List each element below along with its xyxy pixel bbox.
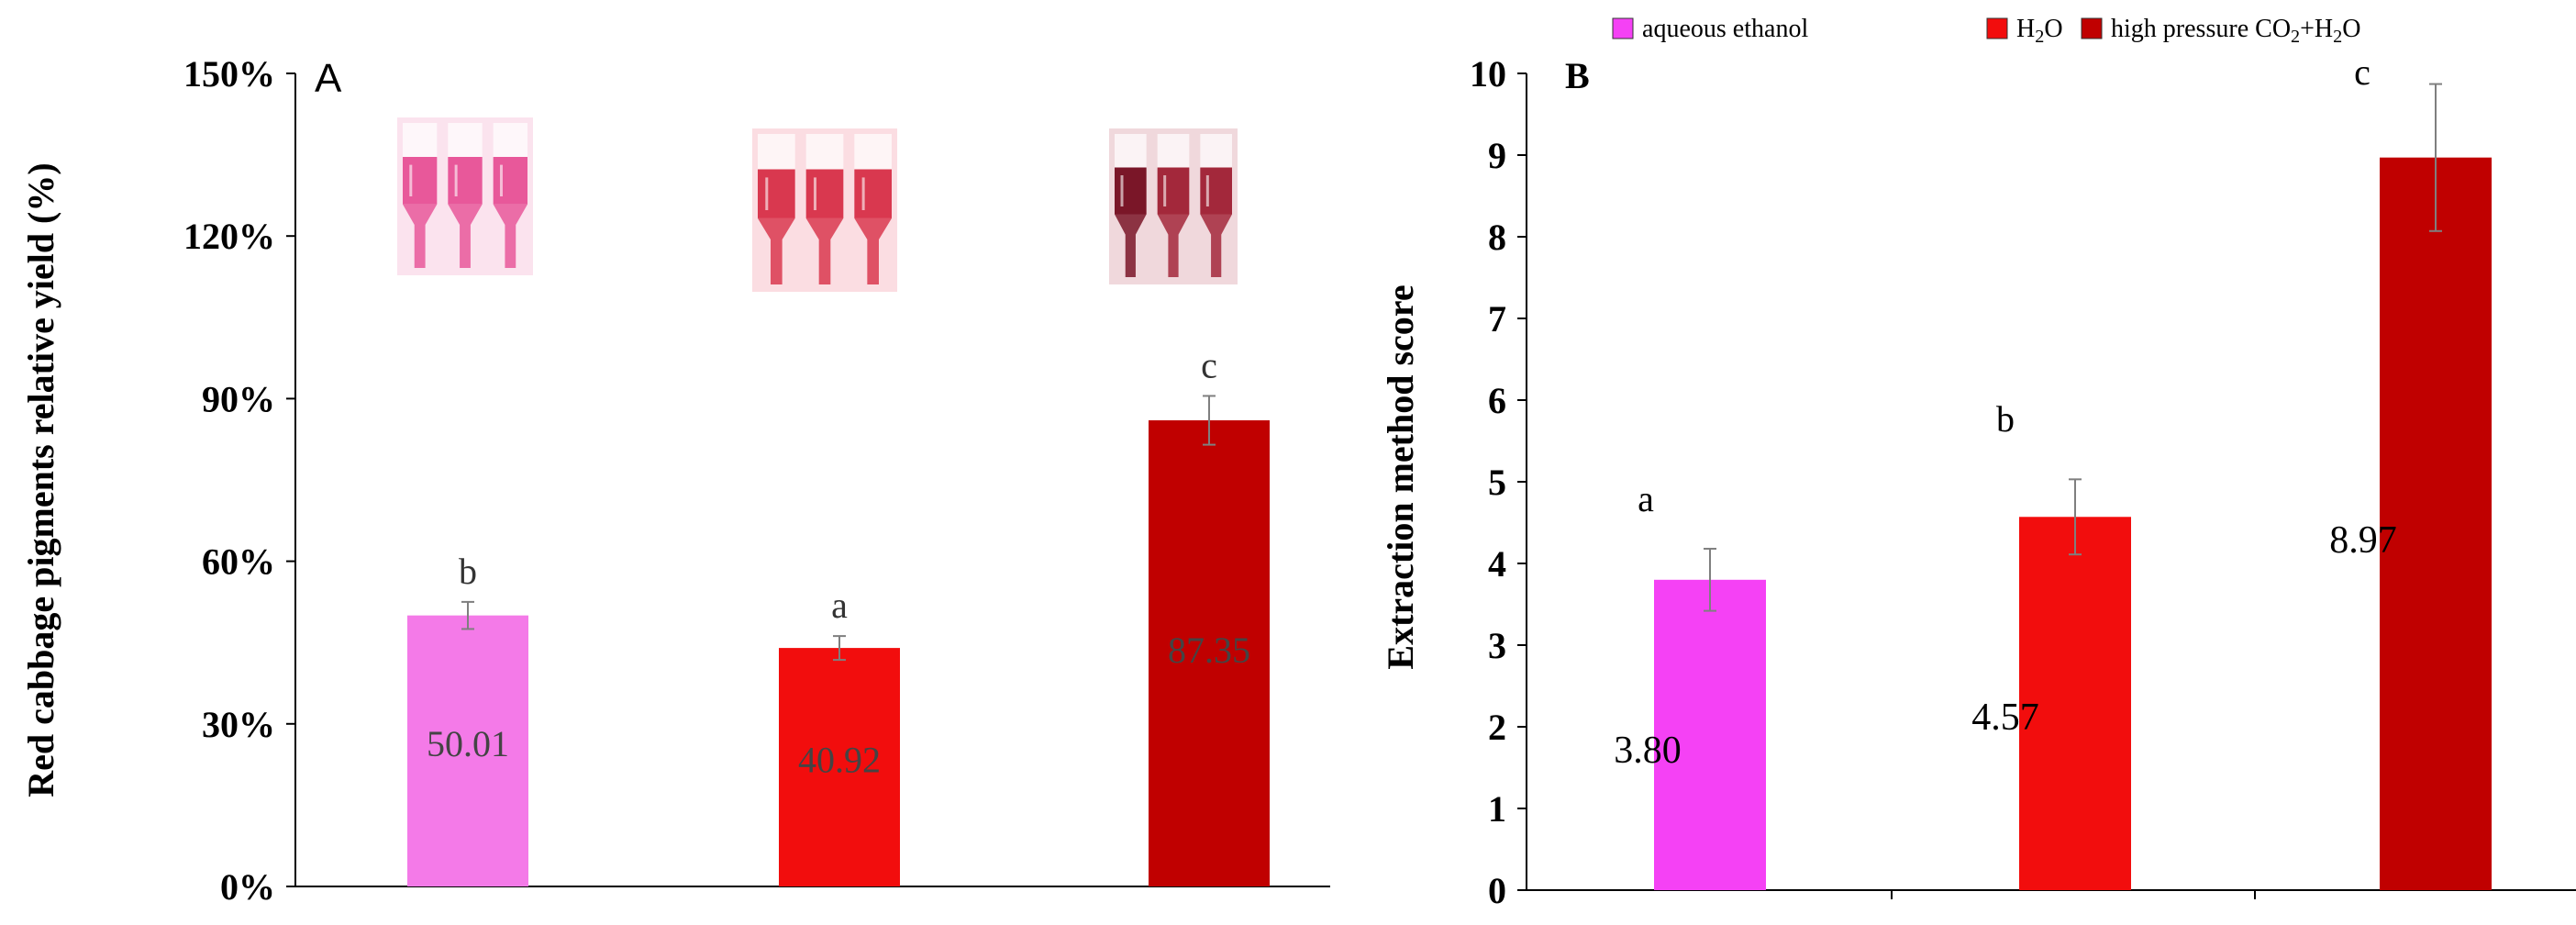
y-axis-title-a: Red cabbage pigments relative yield (%) — [20, 162, 61, 797]
legend-label: H2O — [2016, 15, 2063, 47]
legend-label: high pressure CO2+H2O — [2111, 15, 2360, 47]
legend-swatch — [1612, 17, 1634, 39]
significance-letter-a: c — [1201, 344, 1217, 385]
y-tick-label-b: 6 — [1488, 380, 1506, 421]
vial-stem — [1200, 214, 1232, 277]
y-tick-label-b: 4 — [1488, 543, 1506, 585]
panel-b: 0 1 2 3 4 5 6 7 8 9 10 B Extraction method score aque… — [1380, 15, 2576, 911]
y-tick-label-a: 150% — [183, 53, 275, 95]
vial-cap — [758, 134, 795, 171]
y-tick-label-b: 5 — [1488, 462, 1506, 503]
vials-h2o — [752, 128, 897, 292]
vial-liquid — [403, 157, 438, 205]
vial-stem — [403, 204, 438, 268]
vial-liquid — [1200, 167, 1232, 215]
bar-b-2 — [2019, 517, 2131, 890]
significance-letter-a: a — [831, 585, 848, 626]
y-tick-label-b: 0 — [1488, 870, 1506, 911]
legend-swatch — [2081, 17, 2103, 39]
panel-label-a: A — [315, 56, 342, 101]
bar-b-3 — [2380, 157, 2492, 891]
data-label-a: 50.01 — [427, 723, 509, 764]
vial-cap — [1157, 134, 1190, 169]
vial-cap — [493, 123, 527, 158]
significance-letter-b: a — [1638, 478, 1654, 519]
bar-a-2 — [779, 648, 900, 886]
data-label-b: 4.57 — [1971, 697, 2039, 739]
vial-cap — [1200, 134, 1232, 169]
vial-liquid — [805, 169, 844, 218]
y-tick-label-a: 120% — [183, 216, 275, 257]
bar-a-1 — [407, 615, 528, 886]
y-tick-label-b: 3 — [1488, 625, 1506, 666]
significance-letter-a: b — [459, 551, 477, 592]
vial-stem — [493, 204, 527, 268]
legend: aqueous ethanol H2O high pressure CO2+H2O — [1612, 15, 2360, 47]
vial-liquid — [1157, 167, 1190, 215]
vial-stem — [805, 217, 844, 284]
y-axis-title-b: Extraction method score — [1380, 284, 1421, 669]
vial-cap — [448, 123, 483, 158]
vial-liquid — [854, 169, 892, 218]
vial-cap — [1115, 134, 1147, 169]
vials-co2-h2o — [1109, 128, 1238, 284]
vial-stem — [854, 217, 892, 284]
legend-swatch — [1986, 17, 2008, 39]
vial-liquid — [493, 157, 527, 205]
y-tick-label-b: 2 — [1488, 707, 1506, 748]
vial-stem — [448, 204, 483, 268]
vial-liquid — [758, 169, 795, 218]
y-tick-label-b: 10 — [1470, 53, 1506, 95]
vial-liquid — [1115, 167, 1147, 215]
panel-a: 0% 30% 60% 90% 120% 150% A Red cabbage pigments… — [20, 53, 1330, 908]
data-label-a: 40.92 — [798, 739, 881, 780]
y-tick-label-a: 90% — [202, 378, 275, 419]
significance-letter-b: c — [2354, 51, 2371, 93]
data-label-a: 87.35 — [1168, 630, 1250, 671]
y-tick-label-a: 30% — [202, 704, 275, 745]
vials-aqueous-ethanol — [397, 117, 533, 275]
bar-a-3 — [1149, 420, 1270, 886]
significance-letter-b: b — [1996, 398, 2015, 440]
data-label-b: 8.97 — [2329, 519, 2397, 562]
y-tick-label-b: 1 — [1488, 788, 1506, 830]
vial-stem — [1115, 214, 1147, 277]
bar-b-1 — [1654, 579, 1766, 890]
y-tick-label-b: 8 — [1488, 217, 1506, 258]
y-tick-label-a: 0% — [220, 866, 275, 908]
legend-label: aqueous ethanol — [1642, 15, 1808, 43]
data-label-b: 3.80 — [1614, 730, 1682, 772]
panel-label-b: B — [1565, 55, 1590, 96]
vial-stem — [1157, 214, 1190, 277]
vial-cap — [805, 134, 844, 171]
vial-liquid — [448, 157, 483, 205]
vial-stem — [758, 217, 795, 284]
vial-cap — [854, 134, 892, 171]
vial-cap — [403, 123, 438, 158]
y-tick-label-b: 7 — [1488, 298, 1506, 340]
y-tick-label-b: 9 — [1488, 135, 1506, 176]
y-tick-label-a: 60% — [202, 541, 275, 583]
